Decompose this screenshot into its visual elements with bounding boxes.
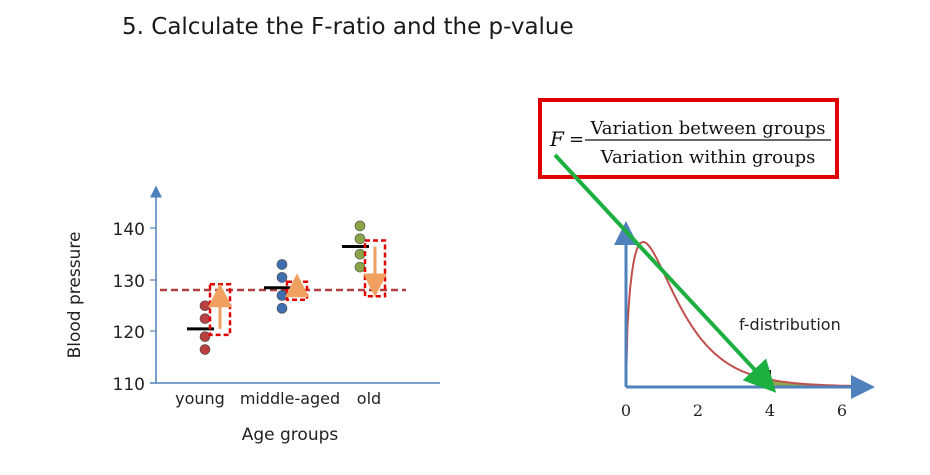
x-tick-label: 4 — [765, 401, 775, 420]
category-label-young: young — [175, 389, 225, 408]
page-title: 5. Calculate the F-ratio and the p-value — [122, 14, 574, 40]
distribution-label: f-distribution — [739, 315, 841, 334]
formula-denominator: Variation within groups — [600, 147, 816, 168]
data-point-old — [354, 261, 366, 273]
data-point-middle-aged — [276, 303, 288, 314]
x-tick-label: 0 — [621, 401, 631, 420]
pointer-arrow — [553, 153, 777, 393]
data-point-young — [199, 344, 211, 355]
formula-highlight-box — [538, 98, 839, 179]
f-formula-box: F = Variation between groups Variation w… — [538, 98, 839, 179]
data-point-young — [199, 313, 211, 324]
data-point-middle-aged — [276, 272, 288, 283]
formula-numerator: Variation between groups — [589, 118, 825, 139]
x-axis-label: Age groups — [242, 425, 339, 445]
x-tick-label: 2 — [693, 401, 703, 420]
data-point-young — [199, 300, 211, 312]
data-point-middle-aged — [276, 290, 288, 301]
data-point-middle-aged — [276, 259, 288, 270]
deviation-box-old — [363, 239, 387, 298]
formula-equals: = — [569, 129, 584, 150]
dot-plot: 140 130 120 110 Blood pressure young mid… — [65, 185, 440, 445]
formula-f-symbol: F — [549, 127, 565, 151]
data-point-old — [354, 220, 366, 232]
category-label-middle-aged: middle-aged — [240, 389, 340, 408]
y-tick-label: 130 — [113, 272, 145, 292]
f-distribution-plot: 0 2 4 6 f-distribution — [614, 221, 875, 420]
y-tick-label: 120 — [113, 323, 145, 343]
y-tick-label: 140 — [113, 220, 145, 240]
data-point-young — [199, 331, 211, 342]
y-axis-label: Blood pressure — [65, 232, 85, 359]
y-tick-label: 110 — [113, 375, 145, 395]
category-label-old: old — [357, 389, 381, 408]
data-point-old — [354, 233, 366, 245]
groups-layer — [187, 220, 387, 355]
data-point-old — [354, 248, 366, 260]
x-tick-label: 6 — [837, 401, 847, 420]
